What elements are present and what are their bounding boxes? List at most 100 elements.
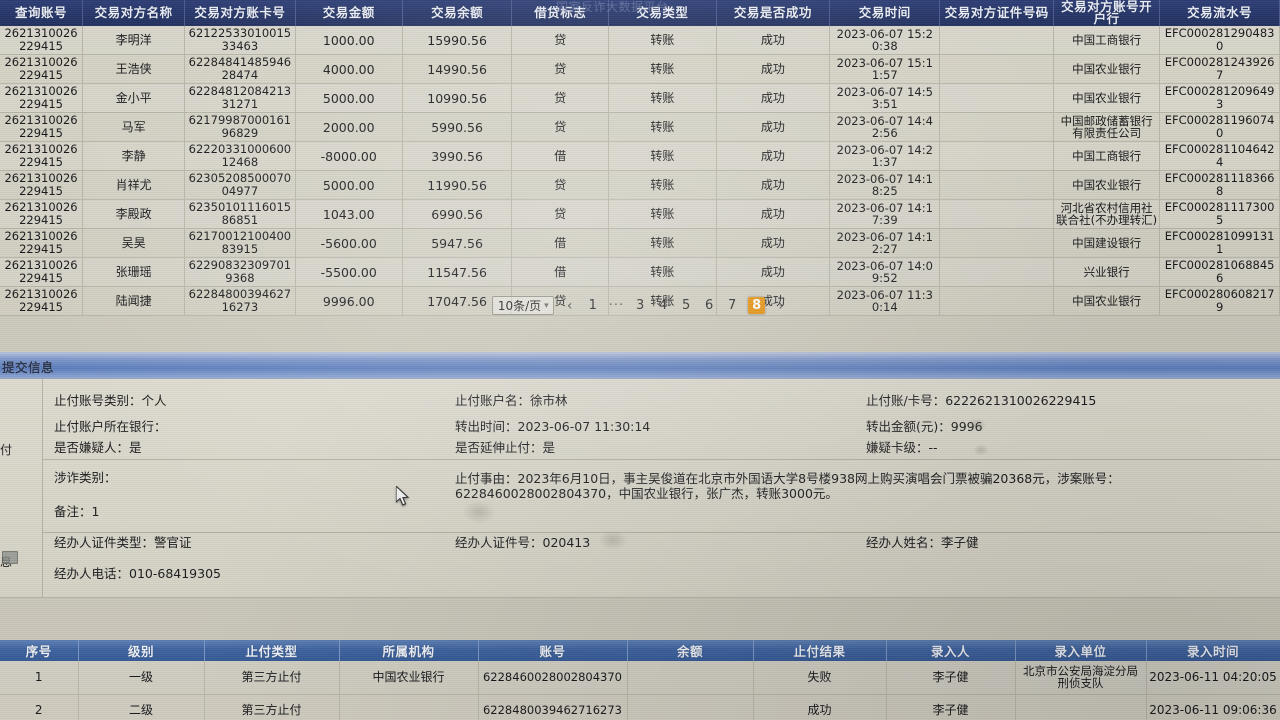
submit-info-panel: 止付账号类别：个人 止付账户名：徐市林 止付账/卡号：6222621310026… (0, 379, 1280, 598)
table-row[interactable]: 2621310026229415 王浩侠 6228484148594628474 40… (0, 54, 1280, 84)
transaction-table-body: 2621310026229415 李明洋 6212253301001533463 10… (0, 26, 1280, 316)
col-institution[interactable]: 所属机构 (339, 640, 479, 661)
col-counterparty-card[interactable]: 交易对方账卡号 (184, 0, 296, 26)
col-index[interactable]: 序号 (0, 640, 79, 661)
table-row[interactable]: 2 二级 第三方止付 6228480039462716273 成功 李子健 2023-06-… (0, 694, 1280, 720)
prev-page-button[interactable]: ‹ (566, 297, 573, 314)
col-counterparty-id[interactable]: 交易对方证件号码 (939, 0, 1054, 26)
cell-account: 6228460028002804370 (478, 661, 628, 695)
table-row[interactable]: 2621310026229415 马军 6217998700016196829 200… (0, 112, 1280, 142)
table-row[interactable]: 2621310026229415 李明洋 6212253301001533463 10… (0, 26, 1280, 55)
field-suspect-card-level: 嫌疑卡级：-- (866, 440, 938, 455)
cell-transaction-success: 成功 (716, 199, 831, 229)
col-counterparty-name[interactable]: 交易对方名称 (82, 0, 186, 26)
cell-counterparty-id (939, 54, 1054, 84)
cell-stop-result: 失败 (753, 661, 887, 695)
col-level[interactable]: 级别 (78, 640, 205, 661)
cell-stop-type: 第三方止付 (204, 661, 340, 695)
cell-counterparty-name: 吴昊 (82, 228, 186, 258)
cell-counterparty-name: 马军 (82, 112, 186, 142)
col-amount[interactable]: 交易金额 (295, 0, 403, 26)
page-number-4[interactable]: 4 (658, 298, 668, 313)
field-stop-reason: 止付事由：2023年6月10日，事主吴俊道在北京市外国语大学8号楼938网上购买… (455, 471, 1120, 501)
cell-query-account: 2621310026229415 (0, 54, 84, 84)
field-is-extended-stop: 是否延伸止付：是 (455, 440, 556, 455)
field-account-card: 止付账/卡号：6222621310026229415 (866, 393, 1097, 408)
cell-amount: -5500.00 (295, 257, 403, 287)
page-number-3[interactable]: 3 (635, 298, 645, 313)
cell-debit-credit-flag: 贷 (511, 170, 610, 200)
taskbar-icon[interactable] (2, 551, 18, 564)
table-row[interactable]: 2621310026229415 吴昊 6217001210040083915 -56… (0, 228, 1280, 258)
cell-transaction-success: 成功 (716, 83, 831, 113)
page-number-8[interactable]: 8 (748, 297, 766, 314)
cell-serial-number: EFC0002811046424 (1159, 141, 1280, 171)
col-entry-time[interactable]: 录入时间 (1146, 640, 1280, 661)
col-query-account[interactable]: 查询账号 (0, 0, 84, 26)
cell-counterparty-id (939, 199, 1054, 229)
field-officer-cert-type: 经办人证件类型：警官证 (54, 535, 192, 550)
cell-debit-credit-flag: 借 (511, 141, 610, 171)
panel-divider-bottom (0, 597, 1280, 598)
col-stop-type[interactable]: 止付类型 (204, 640, 340, 661)
cell-debit-credit-flag: 贷 (511, 199, 610, 229)
col-transaction-success[interactable]: 交易是否成功 (716, 0, 831, 26)
cell-counterparty-card: 622908323097019368 (184, 257, 296, 287)
col-counterparty-bank[interactable]: 交易对方账号开户行 (1053, 0, 1161, 26)
table-row[interactable]: 2621310026229415 李殿政 6235010111601586851 10… (0, 199, 1280, 229)
page-size-select[interactable]: 10条/页 ▾ (491, 296, 554, 315)
table-row[interactable]: 2621310026229415 陆闻捷 6228480039462716273 99… (0, 286, 1280, 316)
cell-debit-credit-flag: 借 (511, 228, 610, 258)
cell-amount: 5000.00 (295, 170, 403, 200)
col-unit[interactable]: 录入单位 (1015, 640, 1147, 661)
table-row[interactable]: 2621310026229415 肖祥尤 6230520850007004977 50… (0, 170, 1280, 200)
col-operator[interactable]: 录入人 (886, 640, 1016, 661)
cell-level: 二级 (78, 694, 205, 720)
cell-debit-credit-flag: 贷 (511, 54, 610, 84)
cell-counterparty-bank: 河北省农村信用社联合社(不办理转汇) (1053, 199, 1161, 229)
col-stop-result[interactable]: 止付结果 (753, 640, 887, 661)
col-account[interactable]: 账号 (478, 640, 628, 661)
page-number-1[interactable]: 1 (588, 298, 597, 313)
col-balance[interactable]: 余额 (627, 640, 754, 661)
table-row[interactable]: 2621310026229415 张珊瑶 622908323097019368 -55… (0, 257, 1280, 287)
field-officer-name: 经办人姓名：李子健 (866, 535, 979, 550)
cell-transaction-type: 转账 (608, 199, 717, 229)
col-transaction-time[interactable]: 交易时间 (829, 0, 941, 26)
cell-counterparty-card: 6228481208421331271 (184, 83, 296, 113)
cell-level: 一级 (78, 661, 205, 695)
transaction-table: 查询账号 交易对方名称 交易对方账卡号 交易金额 交易余额 借贷标志 交易类型 … (0, 0, 1280, 316)
col-serial-number[interactable]: 交易流水号 (1159, 0, 1280, 26)
cell-counterparty-bank: 中国农业银行 (1053, 170, 1161, 200)
result-table: 序号 级别 止付类型 所属机构 账号 余额 止付结果 录入人 录入单位 录入时间… (0, 640, 1280, 720)
cell-counterparty-card: 6230520850007004977 (184, 170, 296, 200)
page-number-6[interactable]: 6 (704, 298, 714, 313)
cell-counterparty-name: 李明洋 (82, 26, 186, 55)
col-transaction-type[interactable]: 交易类型 (608, 0, 717, 26)
cell-balance: 5990.56 (402, 112, 513, 142)
field-account-category: 止付账号类别：个人 (54, 393, 167, 408)
cell-transaction-success: 成功 (716, 286, 831, 316)
cell-amount: 5000.00 (295, 83, 403, 113)
cell-counterparty-id (939, 26, 1054, 55)
cell-counterparty-bank: 中国农业银行 (1053, 54, 1161, 84)
cell-transaction-time: 2023-06-07 14:09:52 (829, 257, 941, 287)
field-account-name: 止付账户名：徐市林 (455, 393, 568, 408)
col-debit-credit-flag[interactable]: 借贷标志 (511, 0, 610, 26)
table-row[interactable]: 1 一级 第三方止付 中国农业银行 6228460028002804370 失败 李子健 北京… (0, 661, 1280, 695)
cell-counterparty-name: 金小平 (82, 83, 186, 113)
cell-counterparty-card: 6228484148594628474 (184, 54, 296, 84)
cell-transaction-type: 转账 (608, 257, 717, 287)
cell-query-account: 2621310026229415 (0, 141, 84, 171)
cell-counterparty-id (939, 112, 1054, 142)
cell-serial-number: EFC0002810688456 (1159, 257, 1280, 287)
next-page-button[interactable]: › (778, 297, 784, 314)
cell-amount: 4000.00 (295, 54, 403, 84)
page-number-7[interactable]: 7 (727, 298, 737, 313)
table-row[interactable]: 2621310026229415 金小平 6228481208421331271 50… (0, 83, 1280, 113)
cell-transaction-time: 2023-06-07 14:12:27 (829, 228, 941, 258)
cell-balance: 3990.56 (402, 141, 513, 171)
col-balance[interactable]: 交易余额 (402, 0, 513, 26)
page-number-5[interactable]: 5 (681, 298, 691, 313)
table-row[interactable]: 2621310026229415 李静 6222033100060012468 -80… (0, 141, 1280, 171)
